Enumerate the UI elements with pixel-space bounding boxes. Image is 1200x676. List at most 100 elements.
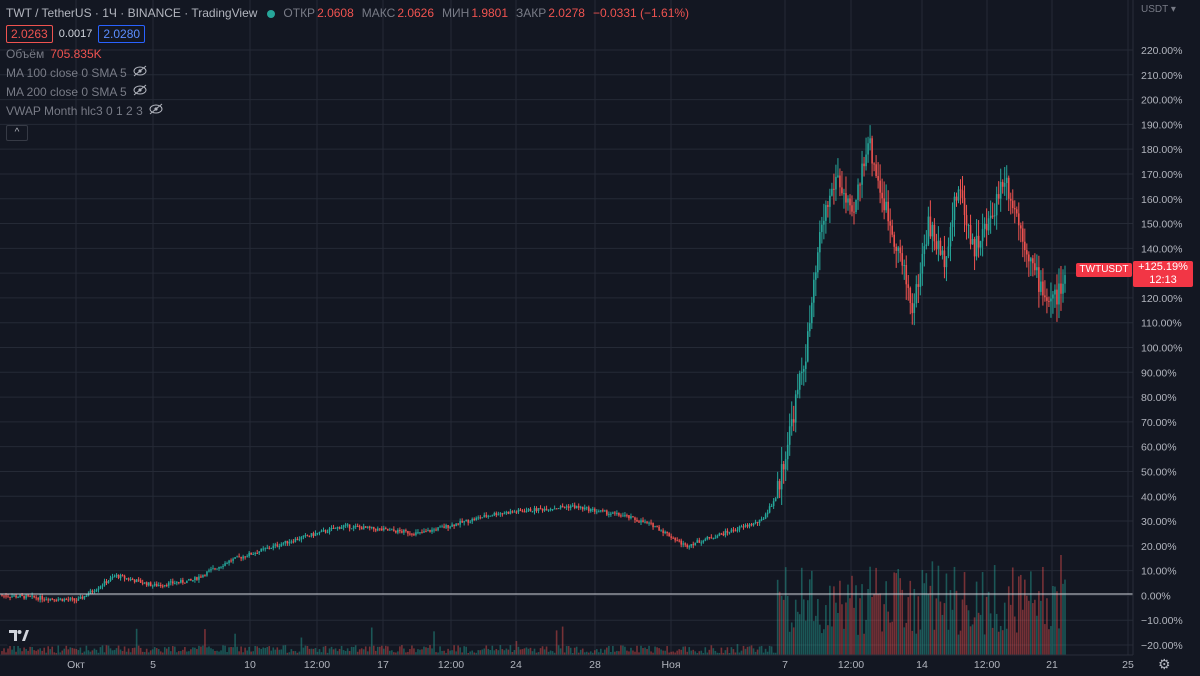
volume-bar [559,648,562,655]
volume-bar [660,649,662,655]
volume-bar [754,651,757,655]
candle-body [674,537,676,541]
candle-body [477,517,480,519]
volume-bar [234,633,236,655]
candle-body [1013,208,1016,210]
candle-body [728,532,731,534]
volume-bar [774,652,777,655]
eye-hidden-icon[interactable] [133,64,147,83]
candle-body [811,302,813,324]
candle-body [314,533,317,536]
candle-body [103,581,106,586]
candle-body [678,540,680,542]
candle-body [49,598,52,601]
volume-bar [395,652,397,655]
candle-body [642,520,644,523]
candle-body [893,234,895,247]
candle-body [272,545,275,548]
volume-bar [244,647,246,655]
x-tick-label: 25 [1122,659,1134,671]
candle-body [236,556,238,558]
volume-bar [272,647,275,655]
volume-bar [650,651,652,655]
y-tick-label: 170.00% [1141,169,1182,181]
tradingview-logo[interactable] [6,624,32,646]
volume-bar [1054,586,1056,655]
volume-bar [216,650,218,655]
ma200-indicator[interactable]: MA 200 close 0 SMA 5 [6,83,689,102]
volume-bar [722,652,725,655]
candle-body [632,516,634,518]
volume-bar [873,593,875,655]
currency-selector[interactable]: USDT ▾ [1141,4,1176,15]
volume-bar [997,631,1000,655]
candle-body [284,540,287,544]
volume-bar [121,651,124,655]
volume-bar [585,651,588,655]
settings-gear-icon[interactable]: ⚙ [1158,656,1171,672]
candle-body [1054,289,1056,295]
candle-body [722,533,725,536]
candle-body [716,535,719,538]
volume-bar [640,645,642,655]
volume-bar [887,611,889,655]
candle-body [356,525,359,527]
symbol-title[interactable]: TWT / TetherUS · 1Ч · BINANCE · TradingV… [6,6,258,20]
vwap-indicator[interactable]: VWAP Month hlc3 0 1 2 3 [6,102,689,121]
volume-bar [481,649,484,655]
volume-bar [658,648,660,655]
volume-bar [304,645,307,655]
candle-body [911,303,914,314]
countdown-timer: 12:13 [1149,274,1177,286]
candle-body [455,523,457,527]
candle-body [979,241,982,248]
volume-bar [999,625,1002,655]
candle-body [682,543,685,545]
candle-body [905,265,908,285]
x-tick-label: 12:00 [304,659,330,671]
candle-body [895,246,898,251]
candle-body [310,533,313,537]
candle-body [254,552,256,554]
chart-legend: TWT / TetherUS · 1Ч · BINANCE · TradingV… [6,4,689,141]
candle-body [865,154,867,167]
sell-button[interactable]: 2.0263 [6,25,53,43]
candle-body [652,523,654,528]
candle-body [45,599,48,601]
volume-bar [985,597,988,655]
volume-bar [427,647,429,655]
volume-bar [612,645,614,655]
volume-bar [376,646,379,655]
volume-bar [194,647,196,655]
eye-hidden-icon[interactable] [149,102,163,121]
volume-bar [107,645,110,655]
candle-body [374,529,377,531]
open-value: 2.0608 [317,6,354,20]
volume-bar [41,650,43,655]
volume-bar [338,648,341,655]
volume-bar [218,651,220,655]
volume-bar [75,648,78,655]
collapse-legend-button[interactable]: ^ [6,125,28,141]
candle-body [835,176,837,190]
ma100-indicator[interactable]: MA 100 close 0 SMA 5 [6,64,689,83]
volume-bar [119,649,122,655]
candle-body [917,284,920,287]
y-tick-label: 20.00% [1141,541,1177,553]
volume-indicator[interactable]: Объём 705.835K [6,45,689,64]
x-tick-label: 12:00 [974,659,1000,671]
volume-bar [742,645,745,655]
volume-bar [37,649,39,655]
volume-bar [91,650,94,655]
volume-bar [726,647,729,655]
eye-hidden-icon[interactable] [133,83,147,102]
volume-bar [931,561,934,655]
buy-button[interactable]: 2.0280 [98,25,146,43]
candle-body [276,544,279,547]
volume-bar [853,607,855,655]
volume-bar [800,567,803,655]
volume-bar [224,645,226,655]
volume-bar [73,648,76,655]
y-tick-label: 10.00% [1141,566,1177,578]
